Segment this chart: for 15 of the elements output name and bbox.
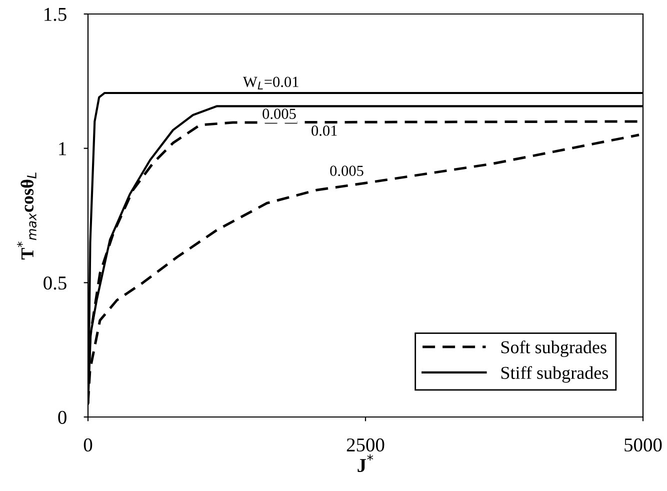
annotation: 0.005 — [262, 108, 296, 120]
legend-label: Stiff subgrades — [501, 366, 608, 383]
y-tick-label: 1.5 — [44, 8, 66, 22]
x-axis-title: J$^{*}$ — [358, 454, 374, 472]
annotation: W$_{L}$=0.01 — [242, 76, 298, 90]
x-tick-label: 5000 — [624, 438, 662, 452]
y-tick-label: 0 — [58, 410, 66, 424]
annotation: 0.005 — [330, 166, 364, 176]
legend-label: Soft subgrades — [501, 340, 606, 358]
y-tick-label: 1 — [59, 142, 66, 156]
y-axis-title: T$^{*}$$_{max}$cosθ$_{L}$ — [17, 172, 36, 260]
y-tick-label: 0.5 — [44, 276, 66, 290]
x-tick-label: 0 — [84, 438, 92, 452]
x-tick-label: 2500 — [346, 438, 384, 452]
annotation: 0.01 — [312, 125, 337, 136]
